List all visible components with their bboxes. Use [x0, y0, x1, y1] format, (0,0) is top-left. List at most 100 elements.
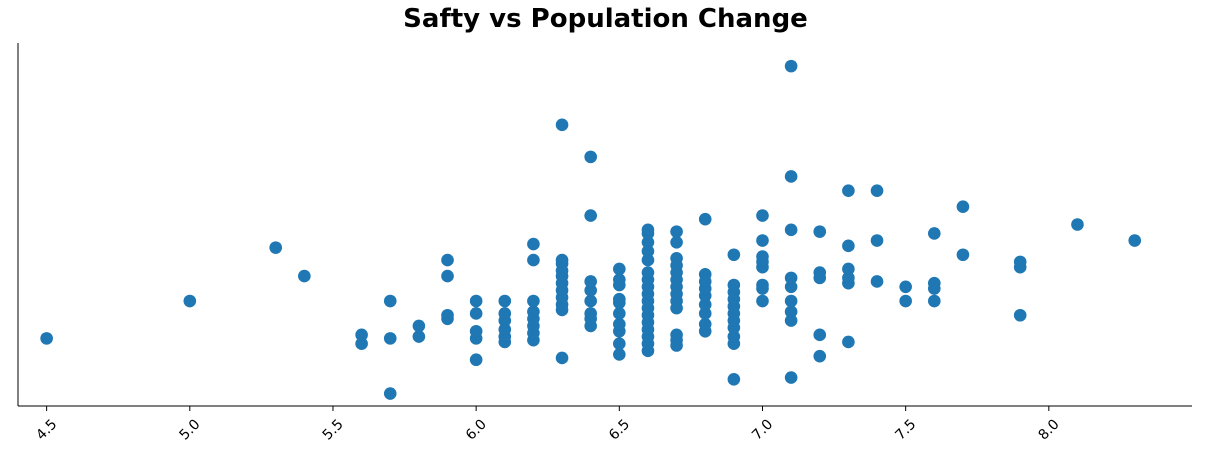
data-point: [469, 294, 483, 308]
data-point: [784, 223, 798, 237]
data-point: [784, 271, 798, 285]
data-point: [756, 234, 769, 247]
data-point: [641, 253, 655, 267]
data-point: [183, 294, 197, 308]
data-point: [555, 351, 569, 365]
axes: [17, 43, 1192, 407]
data-point: [813, 349, 827, 363]
data-point: [613, 317, 626, 331]
data-point: [498, 307, 512, 320]
data-point: [498, 294, 512, 308]
data-point: [40, 332, 53, 345]
data-point: [584, 284, 597, 297]
data-point: [670, 328, 683, 342]
data-point: [355, 328, 368, 342]
data-point: [927, 276, 941, 290]
data-point: [298, 269, 311, 283]
data-point: [698, 298, 712, 311]
x-tick-label: 6.0: [463, 416, 490, 443]
data-point: [584, 209, 597, 222]
data-point: [756, 250, 769, 263]
data-point: [956, 248, 970, 262]
data-point: [613, 348, 626, 361]
data-point: [641, 244, 655, 258]
data-point: [441, 253, 454, 267]
data-point: [641, 235, 655, 249]
data-point: [670, 225, 683, 238]
data-point: [441, 308, 454, 322]
data-point: [613, 307, 626, 320]
data-point: [813, 225, 827, 238]
data-point: [1071, 218, 1084, 231]
data-point: [469, 307, 483, 320]
data-points: [40, 59, 1142, 400]
data-point: [899, 294, 912, 308]
x-tick-label: 7.5: [892, 416, 919, 443]
x-tick-label: 5.5: [320, 416, 347, 443]
data-point: [469, 353, 483, 367]
data-point: [584, 294, 597, 308]
x-tick-label: 7.0: [749, 416, 776, 443]
data-point: [441, 269, 454, 283]
data-point: [698, 317, 712, 331]
data-point: [412, 319, 426, 333]
data-point: [641, 266, 655, 279]
data-point: [613, 273, 626, 286]
data-point: [813, 266, 827, 279]
data-point: [613, 292, 626, 306]
data-point: [670, 235, 683, 249]
data-point: [498, 323, 512, 336]
data-point: [584, 307, 597, 320]
data-point: [956, 200, 970, 214]
data-point: [842, 184, 855, 197]
data-point: [842, 262, 855, 276]
data-point: [584, 150, 597, 164]
data-point: [383, 332, 397, 345]
data-point: [1013, 308, 1027, 322]
data-point: [727, 278, 741, 292]
data-point: [727, 248, 741, 262]
x-tick-label: 4.5: [33, 416, 60, 443]
data-point: [727, 330, 741, 343]
data-point: [383, 294, 397, 308]
data-point: [584, 275, 597, 288]
data-point: [842, 271, 855, 285]
data-point: [1128, 234, 1142, 247]
data-point: [555, 118, 569, 132]
data-point: [670, 252, 683, 265]
data-point: [1013, 255, 1027, 269]
data-point: [870, 275, 884, 288]
data-point: [784, 314, 798, 327]
data-point: [842, 239, 855, 253]
data-point: [613, 262, 626, 276]
data-point: [383, 387, 397, 400]
data-point: [756, 278, 769, 292]
data-point: [698, 268, 712, 281]
chart-title: Safty vs Population Change: [403, 4, 808, 34]
data-point: [527, 305, 540, 318]
data-point: [698, 307, 712, 320]
data-point: [613, 337, 626, 351]
x-tick-label: 8.0: [1036, 416, 1063, 443]
data-point: [756, 209, 769, 222]
data-point: [698, 212, 712, 226]
data-point: [784, 280, 798, 294]
data-point: [641, 223, 655, 237]
data-point: [727, 373, 741, 386]
data-point: [813, 328, 827, 342]
data-point: [269, 241, 283, 254]
data-point: [527, 294, 540, 308]
data-point: [899, 280, 912, 294]
data-point: [784, 59, 798, 73]
data-point: [469, 324, 483, 338]
data-point: [870, 184, 884, 197]
data-point: [355, 337, 368, 351]
data-point: [555, 253, 569, 267]
data-point: [756, 294, 769, 308]
data-point: [784, 305, 798, 318]
data-point: [927, 227, 941, 240]
data-point: [842, 335, 855, 349]
data-point: [784, 371, 798, 384]
data-point: [527, 253, 540, 267]
